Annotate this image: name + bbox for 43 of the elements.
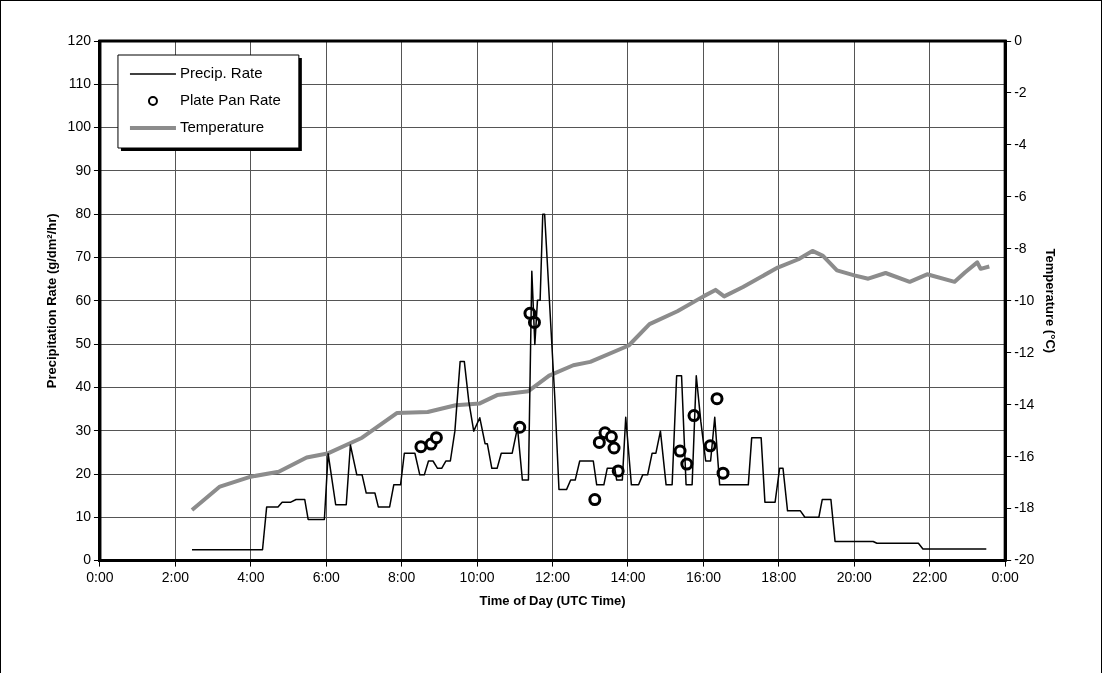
y-tick-label: 0 — [83, 551, 92, 568]
y-tick-label: 90 — [75, 161, 92, 178]
x-tick-label: 12:00 — [535, 568, 571, 585]
y-tick-label: 30 — [75, 421, 92, 438]
x-tick-label: 6:00 — [312, 568, 341, 585]
x-tick-label: 22:00 — [912, 568, 948, 585]
y2-tick-label: -8 — [1014, 239, 1027, 256]
x-tick-label: 14:00 — [610, 568, 646, 585]
y-tick-label: 70 — [75, 248, 92, 265]
y2-tick-label: -12 — [1014, 343, 1035, 360]
y2-tick-label: -14 — [1014, 395, 1035, 412]
x-tick-label: 10:00 — [459, 568, 495, 585]
x-tick-label: 18:00 — [761, 568, 797, 585]
legend-label: Precip. Rate — [179, 64, 263, 82]
y2-tick-label: -16 — [1014, 447, 1035, 464]
y-tick-label: 110 — [68, 75, 92, 92]
x-axis-title: Time of Day (UTC Time) — [479, 592, 626, 608]
x-tick-label: 0:00 — [991, 568, 1019, 585]
y-tick-label: 60 — [75, 291, 92, 308]
y-tick-label: 40 — [75, 378, 92, 395]
y-tick-label: 100 — [67, 118, 92, 135]
y-tick-label: 20 — [75, 464, 92, 481]
legend-label: Plate Pan Rate — [179, 91, 281, 109]
y-tick-label: 50 — [75, 334, 92, 351]
y2-tick-label: -4 — [1014, 135, 1027, 152]
y2-tick-label: 0 — [1014, 31, 1023, 48]
y-tick-label: 120 — [67, 31, 92, 48]
x-tick-label: 0:00 — [86, 568, 114, 585]
x-tick-label: 2:00 — [161, 568, 190, 585]
x-tick-label: 4:00 — [237, 568, 265, 585]
y2-tick-label: -6 — [1014, 187, 1027, 204]
y2-tick-label: -20 — [1014, 551, 1035, 568]
y2-tick-label: -2 — [1014, 83, 1027, 100]
legend-label: Temperature — [179, 118, 265, 136]
y2-axis-title: Temperature (°C) — [1042, 248, 1058, 354]
y-tick-label: 10 — [75, 508, 92, 525]
y-tick-label: 80 — [75, 205, 92, 222]
y-axis-title: Precipitation Rate (g/dm²/hr) — [44, 213, 60, 389]
x-tick-label: 20:00 — [836, 568, 873, 585]
x-tick-label: 16:00 — [685, 568, 722, 585]
y2-tick-label: -10 — [1014, 291, 1035, 308]
x-tick-label: 8:00 — [388, 568, 416, 585]
y2-tick-label: -18 — [1014, 499, 1035, 516]
